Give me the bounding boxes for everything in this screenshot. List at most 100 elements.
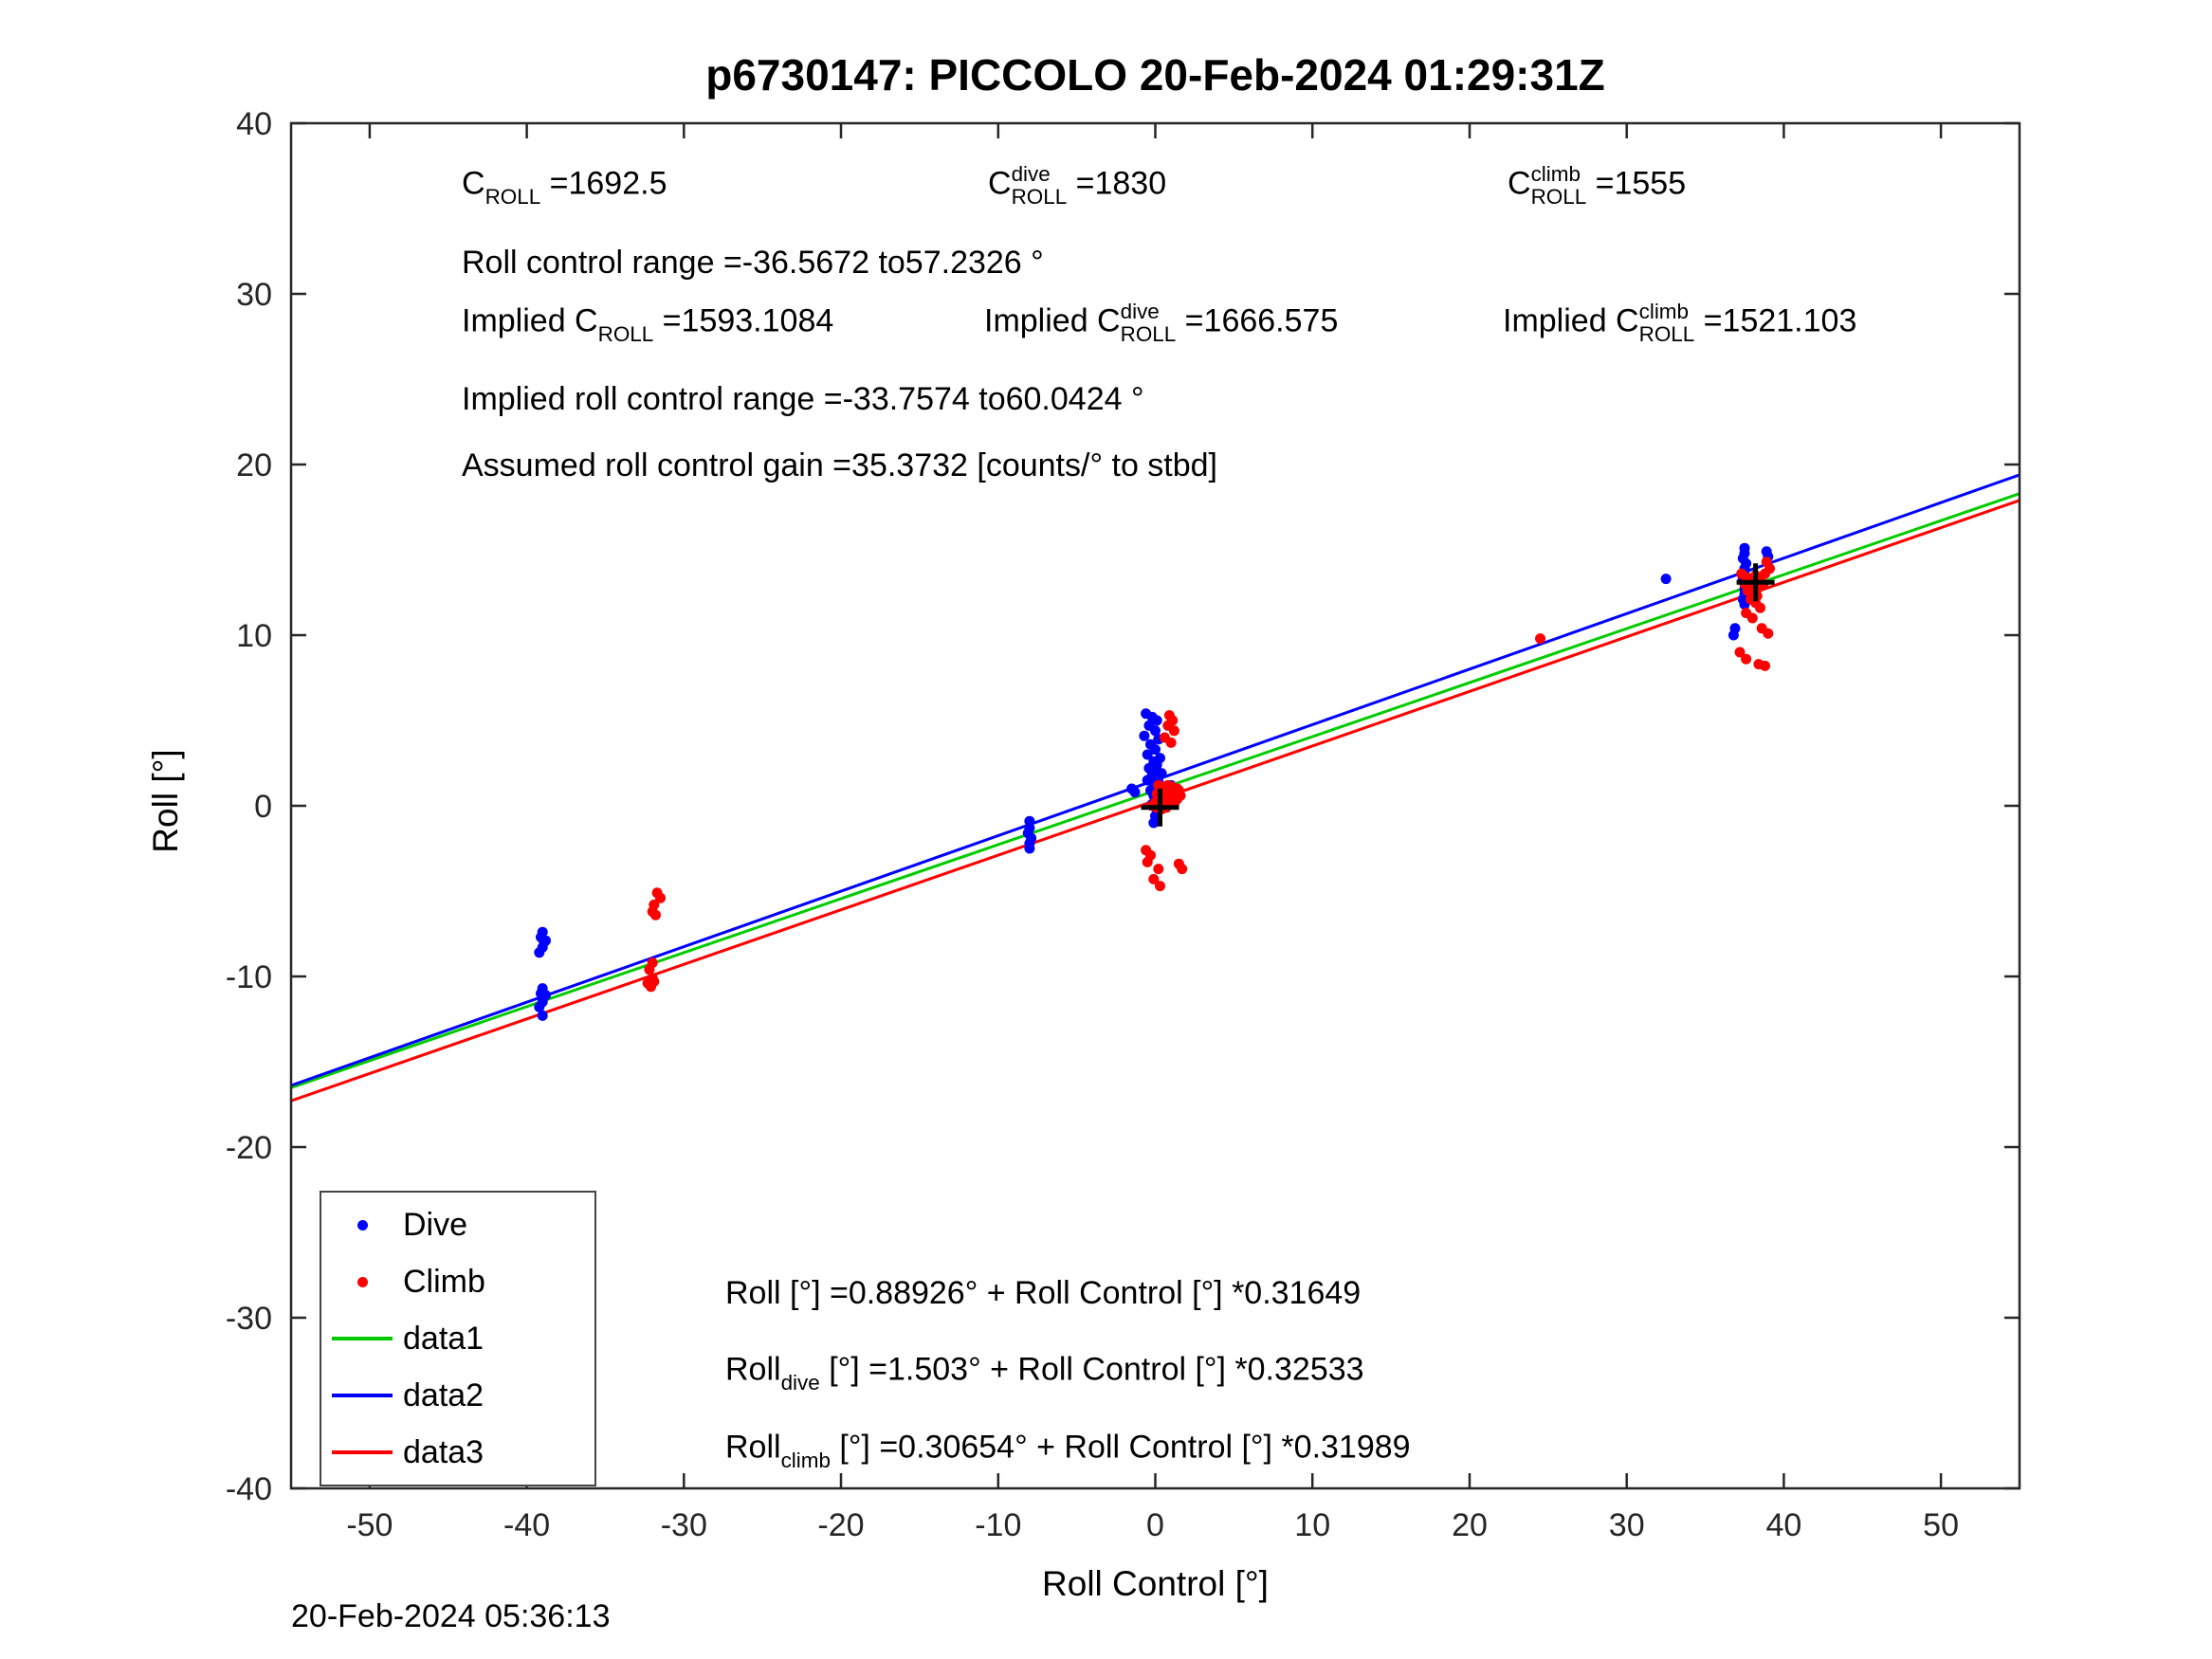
scatter-point	[1535, 633, 1545, 645]
x-tick-label: -30	[661, 1507, 707, 1543]
scatter-point	[1141, 845, 1152, 856]
series-dive	[534, 542, 1774, 1021]
y-axis-label: Roll [°]	[146, 749, 185, 853]
legend-line-marker	[321, 1450, 403, 1454]
scatter-point	[1139, 730, 1150, 741]
legend-item-climb: Climb	[321, 1255, 594, 1308]
scatter-point	[1148, 817, 1160, 829]
scatter-point	[540, 935, 551, 946]
sup-sub-stack: climb ROLL	[1638, 300, 1695, 346]
y-tick-label: -40	[226, 1471, 272, 1507]
scatter-point	[1741, 653, 1752, 665]
x-tick-label: -10	[975, 1507, 1021, 1543]
sup-sub-stack: dive ROLL	[1120, 300, 1177, 346]
scatter-point	[1151, 715, 1162, 726]
scatter-point	[644, 964, 655, 975]
scatter-point	[1129, 787, 1141, 798]
y-tick-label: 40	[236, 106, 272, 142]
legend-label: Climb	[403, 1263, 485, 1300]
scatter-point	[534, 1001, 545, 1012]
y-tick-label: -10	[226, 959, 272, 995]
legend-item-dive: Dive	[321, 1198, 594, 1251]
legend-box: Dive Climb data1 data2 data3	[320, 1191, 596, 1486]
scatter-point	[1142, 749, 1153, 760]
sup-sub-stack: climb	[780, 1448, 831, 1472]
x-tick-label: 40	[1765, 1507, 1801, 1543]
scatter-point	[1150, 725, 1161, 737]
x-tick-label: -20	[817, 1507, 864, 1543]
equation-roll-dive: Roll dive [°] =1.503° + Roll Control [°] …	[725, 1349, 1364, 1394]
scatter-point	[655, 892, 666, 903]
scatter-point	[1148, 873, 1160, 884]
stat-c-roll: C ROLL =1692.5	[462, 163, 667, 208]
scatter-point	[649, 975, 660, 987]
legend-line-marker	[321, 1394, 403, 1397]
footer-timestamp: 20-Feb-2024 05:36:13	[291, 1598, 611, 1634]
chart-title: p6730147: PICCOLO 20-Feb-2024 01:29:31Z	[705, 50, 1605, 100]
legend-label: data2	[403, 1376, 484, 1413]
axes: -50 -40 -30 -20 -10 0 10 20 30 40 50 -40 -30 -20 -10 0 1…	[226, 106, 2021, 1543]
x-tick-label: 0	[1146, 1507, 1164, 1543]
stat-assumed-gain: Assumed roll control gain =35.3732 [coun…	[462, 447, 1218, 483]
equation-roll-climb: Roll climb [°] =0.30654° + Roll Control […	[725, 1427, 1411, 1471]
scatter-point	[1756, 623, 1767, 634]
sup-sub-stack: dive	[780, 1370, 820, 1395]
legend-label: data3	[403, 1433, 484, 1470]
y-tick-label: -20	[226, 1130, 272, 1166]
y-tick-label: -30	[226, 1301, 272, 1337]
stat-implied-c-roll: Implied C ROLL =1593.1084	[462, 301, 833, 345]
scatter-point	[1142, 856, 1153, 867]
equation-roll: Roll [°] =0.88926° + Roll Control [°] *0…	[725, 1275, 1362, 1311]
y-tick-label: 20	[236, 447, 272, 483]
x-tick-label: 30	[1609, 1507, 1645, 1543]
x-tick-label: -50	[346, 1507, 393, 1543]
series-cross-markers	[1141, 563, 1775, 827]
y-tick-label: 30	[236, 277, 272, 313]
scatter-point	[1760, 660, 1770, 671]
scatter-point	[1660, 574, 1672, 585]
plus-marker	[1736, 563, 1775, 602]
y-tick-label: 10	[236, 618, 272, 654]
legend-item-data3: data3	[321, 1426, 594, 1479]
scatter-point	[1746, 612, 1758, 624]
scatter-point	[1024, 843, 1035, 854]
y-tick-label: 0	[254, 789, 272, 825]
legend-label: data1	[403, 1320, 484, 1357]
legend-dot-marker	[321, 1219, 403, 1231]
legend-item-data2: data2	[321, 1369, 594, 1422]
legend-label: Dive	[403, 1206, 468, 1243]
legend-item-data1: data1	[321, 1312, 594, 1365]
scatter-point	[537, 1010, 548, 1021]
scatter-point	[1760, 568, 1770, 579]
scatter-point	[650, 909, 661, 921]
x-axis-label: Roll Control [°]	[1042, 1564, 1269, 1603]
sup-sub-stack: dive ROLL	[1011, 162, 1068, 209]
x-tick-label: -40	[503, 1507, 550, 1543]
x-tick-label: 50	[1923, 1507, 1959, 1543]
scatter-point	[540, 990, 551, 1001]
sup-sub-stack: ROLL	[597, 321, 654, 346]
x-tick-label: 10	[1294, 1507, 1330, 1543]
x-tick-label: 20	[1452, 1507, 1488, 1543]
legend-line-marker	[321, 1337, 403, 1340]
scatter-point	[1155, 881, 1165, 892]
stat-roll-control-range: Roll control range =-36.5672 to57.2326 °	[462, 245, 1044, 281]
scatter-point	[1177, 864, 1188, 875]
scatter-point	[534, 947, 545, 958]
sup-sub-stack: ROLL	[484, 184, 541, 209]
scatter-point	[1150, 744, 1161, 756]
sup-sub-stack: climb ROLL	[1530, 162, 1587, 209]
plus-marker	[1141, 788, 1179, 827]
scatter-point	[1755, 602, 1765, 613]
scatter-point	[1728, 629, 1739, 641]
scatter-point	[1168, 725, 1179, 737]
legend-dot-marker	[321, 1276, 403, 1287]
scatter-point	[1153, 864, 1164, 875]
scatter-point	[1165, 737, 1177, 748]
